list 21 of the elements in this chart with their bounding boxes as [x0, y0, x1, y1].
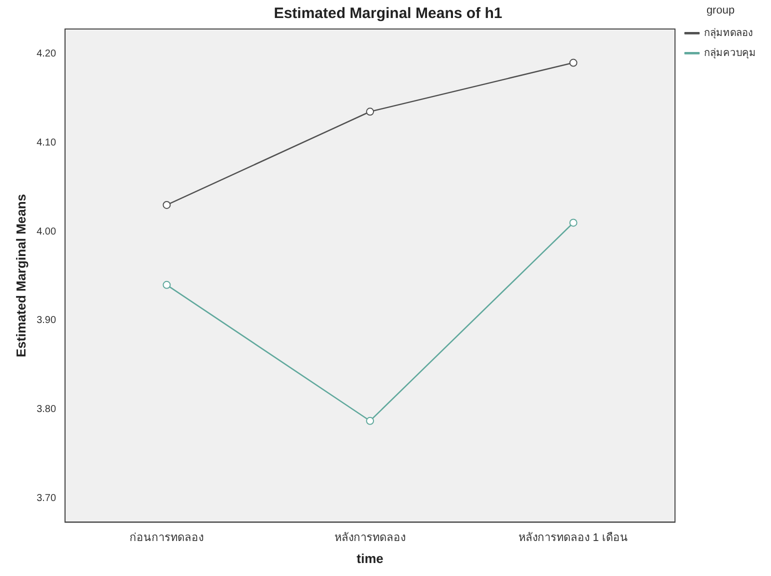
x-tick-label: หลังการทดลอง [334, 532, 406, 544]
point [162, 200, 171, 209]
point [569, 218, 578, 227]
x-tick-label: ก่อนการทดลอง [130, 532, 204, 544]
y-tick-label: 3.90 [36, 315, 56, 326]
y-tick-label: 4.00 [36, 226, 56, 238]
y-axis-title: Estimated Marginal Means [13, 194, 28, 358]
point [162, 280, 171, 289]
y-tick-label: 4.20 [36, 48, 56, 60]
point [366, 416, 374, 425]
y-tick-label: 4.10 [36, 137, 56, 148]
chart-title: Estimated Marginal Means of h1 [274, 5, 502, 22]
y-tick-label: 3.70 [36, 492, 56, 504]
y-tick-label: 3.80 [36, 404, 56, 416]
x-tick-label: หลังการทดลอง 1 เดือน [518, 530, 628, 544]
point [366, 108, 374, 116]
x-axis-title: time [356, 550, 384, 566]
legend-label: กลุ่มทดลอง [704, 28, 753, 39]
point [569, 58, 578, 67]
legend-title: group [706, 4, 735, 17]
legend-label: กลุ่มควบคุม [704, 48, 756, 59]
